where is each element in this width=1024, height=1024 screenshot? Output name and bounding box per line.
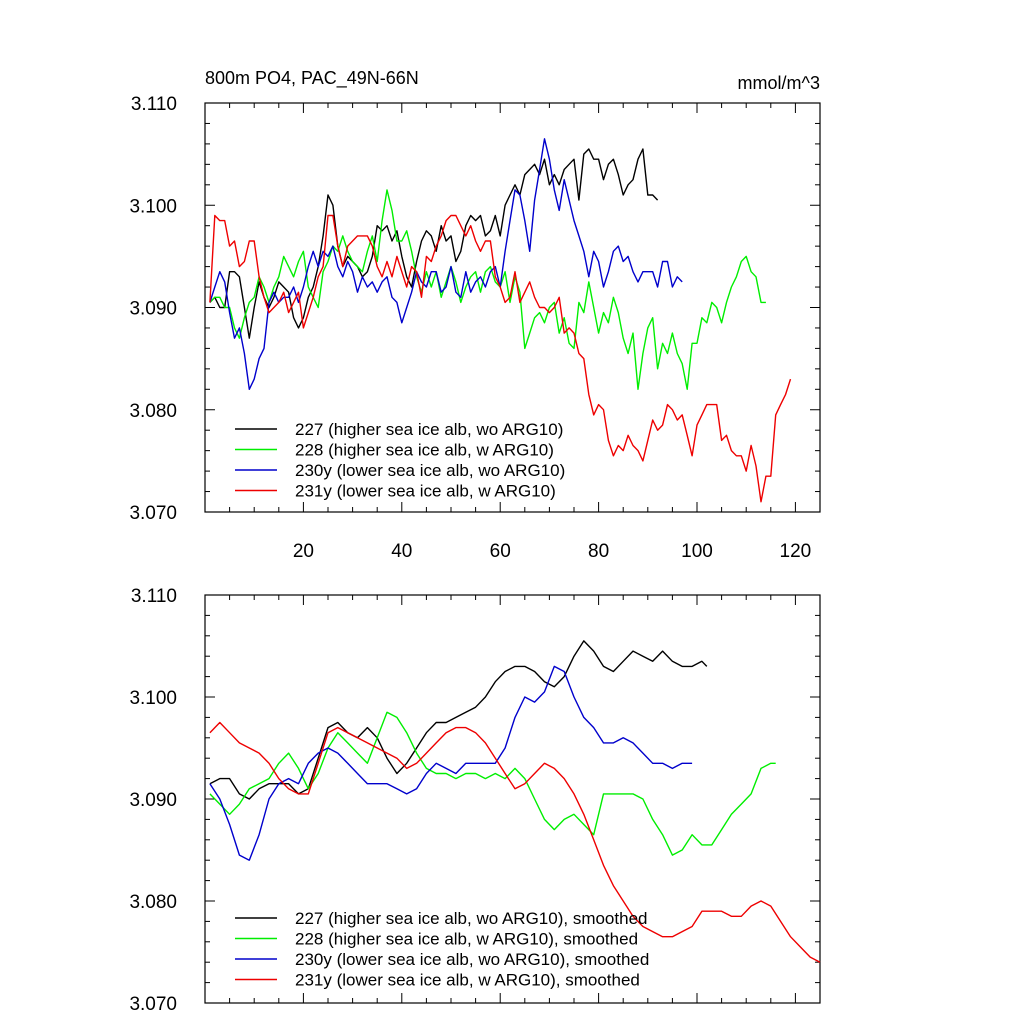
top-panel: 20 40 60 80 100 120 3.070 3.080 3.090 3.100 3.110 8… [129, 68, 821, 562]
y-tick-label: 3.080 [129, 401, 177, 422]
legend-label: 230y (lower sea ice alb, wo ARG10), smoo… [295, 950, 649, 969]
y-tick-label: 3.110 [131, 94, 177, 115]
legend-label: 231y (lower sea ice alb, w ARG10), smoot… [295, 971, 640, 990]
legend-label: 230y (lower sea ice alb, wo ARG10) [295, 461, 565, 480]
series-line-2 [209, 665, 693, 861]
x-tick-label: 120 [780, 541, 812, 562]
y-tick-label: 3.070 [129, 994, 177, 1015]
x-tick-label: 100 [681, 541, 713, 562]
y-tick-label: 3.100 [129, 688, 177, 709]
series-line-3 [209, 721, 821, 963]
legend-label: 228 (higher sea ice alb, w ARG10), smoot… [295, 930, 638, 949]
series-line-0 [209, 148, 659, 339]
y-tick-label: 3.090 [129, 299, 177, 320]
series-line-0 [209, 640, 708, 800]
x-tick-label: 20 [293, 541, 314, 562]
legend-label: 228 (higher sea ice alb, w ARG10) [295, 441, 554, 460]
y-tick-label: 3.080 [129, 892, 177, 913]
x-tick-label: 80 [588, 541, 609, 562]
units-label: mmol/m^3 [738, 73, 820, 93]
legend-label: 227 (higher sea ice alb, wo ARG10) [295, 420, 563, 439]
chart-title: 800m PO4, PAC_49N-66N [205, 68, 419, 89]
bottom-panel: 3.070 3.080 3.090 3.100 3.110 227 (higher sea… [129, 586, 821, 1015]
y-tick-label: 3.070 [129, 503, 177, 524]
y-tick-label: 3.110 [131, 586, 177, 607]
y-tick-label: 3.100 [129, 196, 177, 217]
series-line-2 [209, 138, 683, 390]
x-tick-label: 40 [391, 541, 412, 562]
legend-label: 231y (lower sea ice alb, w ARG10) [295, 482, 556, 501]
series-line-3 [209, 214, 792, 503]
series-line-1 [209, 189, 766, 390]
y-tick-label: 3.090 [129, 790, 177, 811]
series-line-1 [209, 711, 776, 856]
x-tick-label: 60 [490, 541, 511, 562]
legend-label: 227 (higher sea ice alb, wo ARG10), smoo… [295, 909, 647, 928]
